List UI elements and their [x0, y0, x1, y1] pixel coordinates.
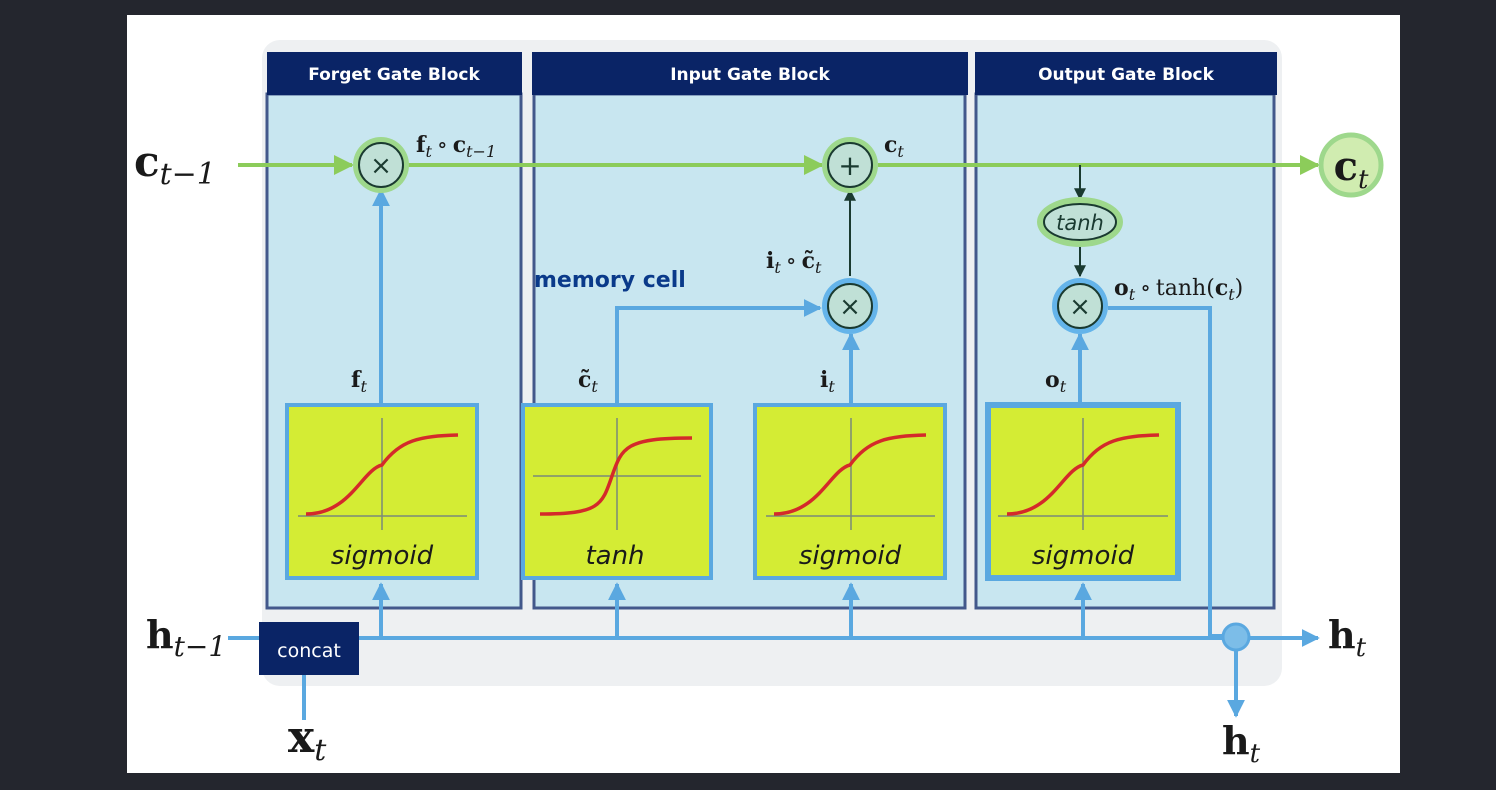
label-h-t-bottom: ht: [1222, 718, 1261, 769]
label-ft-compose-ct-minus-1: ft ∘ ct−1: [416, 132, 496, 161]
svg-text:ct: ct: [1334, 143, 1369, 195]
forget-block-header: [267, 52, 522, 95]
input-multiply-node: ×: [822, 278, 878, 334]
memory-cell-label: memory cell: [534, 268, 686, 293]
input-block-header: [532, 52, 968, 95]
ct-output-node: ct: [1318, 132, 1384, 198]
forget-block-title: Forget Gate Block: [308, 65, 480, 85]
input-activation-label: sigmoid: [799, 541, 902, 571]
output-split-node: [1221, 622, 1251, 652]
ct-output-t: t: [1358, 165, 1369, 195]
label-h-t-right: ht: [1328, 612, 1367, 663]
label-ctilde-t: c̃t: [578, 367, 598, 396]
candidate-tanh-box: tanh: [521, 403, 713, 580]
add-icon: +: [838, 149, 861, 182]
label-h-t-minus-1: ht−1: [146, 612, 226, 663]
output-activation-label: sigmoid: [1032, 541, 1135, 571]
sigmoid-curve: [1006, 433, 1160, 516]
label-c-t-after-add: ct: [884, 132, 904, 161]
output-multiply-node: ×: [1052, 278, 1108, 334]
input-block-title: Input Gate Block: [670, 65, 830, 85]
multiply-icon: ×: [839, 292, 861, 322]
label-o-t: ot: [1045, 367, 1067, 396]
output-sigmoid-box: sigmoid: [985, 402, 1181, 581]
output-block-header: [975, 52, 1277, 95]
sigmoid-curve: [305, 433, 459, 516]
input-sigmoid-box: sigmoid: [753, 403, 947, 580]
sigmoid-curve: [773, 433, 927, 516]
cell-add-node: +: [822, 137, 878, 193]
label-f-t: ft: [351, 367, 367, 396]
forget-sigmoid-box: sigmoid: [285, 403, 479, 580]
tanh-node-label: tanh: [1056, 211, 1104, 235]
ct-output-c: c: [1334, 143, 1358, 190]
forget-activation-label: sigmoid: [331, 541, 434, 571]
label-x-t: xt: [288, 712, 327, 768]
output-block-title: Output Gate Block: [1038, 65, 1215, 85]
forget-multiply-node: ×: [353, 137, 409, 193]
label-i-t: it: [820, 367, 835, 396]
concat-label: concat: [277, 640, 341, 662]
cell-state-line: [238, 155, 1320, 278]
label-c-t-minus-1: ct−1: [134, 137, 216, 192]
label-it-compose-ctilde: it ∘ c̃t: [766, 248, 822, 277]
tanh-node: tanh: [1037, 197, 1123, 247]
candidate-activation-label: tanh: [585, 541, 644, 571]
tanh-curve: [539, 436, 693, 516]
concat-box: concat: [259, 622, 359, 675]
multiply-icon: ×: [370, 151, 392, 181]
multiply-icon: ×: [1069, 292, 1091, 322]
label-ot-compose-tanh-ct: ot ∘ tanh(ct): [1114, 275, 1243, 304]
